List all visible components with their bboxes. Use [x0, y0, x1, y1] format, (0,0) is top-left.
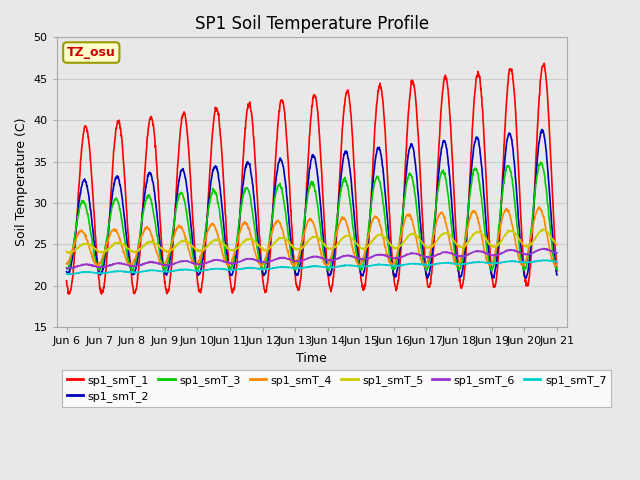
- sp1_smT_1: [101, 278, 109, 284]
- sp1_smT_5: [540, 226, 547, 232]
- Line: sp1_smT_6: sp1_smT_6: [67, 249, 557, 269]
- sp1_smT_7: [542, 257, 550, 263]
- sp1_smT_1: [553, 268, 561, 274]
- sp1_smT_7: [342, 263, 350, 268]
- sp1_smT_2: [271, 189, 278, 195]
- Text: TZ_osu: TZ_osu: [67, 46, 116, 59]
- sp1_smT_2: [120, 215, 128, 221]
- sp1_smT_1: [63, 278, 70, 284]
- Line: sp1_smT_4: sp1_smT_4: [67, 207, 557, 266]
- sp1_smT_3: [63, 265, 70, 271]
- sp1_smT_7: [65, 272, 72, 277]
- sp1_smT_4: [553, 261, 561, 266]
- sp1_smT_7: [101, 270, 109, 276]
- sp1_smT_6: [271, 257, 279, 263]
- sp1_smT_3: [342, 180, 349, 185]
- sp1_smT_7: [281, 264, 289, 270]
- sp1_smT_6: [121, 261, 129, 267]
- sp1_smT_5: [342, 233, 350, 239]
- sp1_smT_1: [121, 177, 129, 183]
- sp1_smT_4: [120, 252, 128, 257]
- Line: sp1_smT_3: sp1_smT_3: [67, 163, 557, 271]
- sp1_smT_6: [553, 250, 561, 256]
- Y-axis label: Soil Temperature (C): Soil Temperature (C): [15, 118, 28, 247]
- sp1_smT_2: [342, 150, 349, 156]
- sp1_smT_7: [553, 259, 561, 264]
- sp1_smT_3: [281, 204, 289, 210]
- sp1_smT_2: [100, 258, 108, 264]
- sp1_smT_4: [290, 262, 298, 267]
- sp1_smT_7: [121, 269, 129, 275]
- sp1_smT_4: [281, 237, 289, 243]
- sp1_smT_6: [540, 246, 548, 252]
- Line: sp1_smT_2: sp1_smT_2: [67, 130, 557, 278]
- sp1_smT_1: [271, 168, 279, 174]
- sp1_smT_1: [281, 117, 289, 123]
- sp1_smT_6: [101, 264, 109, 270]
- sp1_smT_5: [271, 239, 279, 245]
- sp1_smT_6: [63, 265, 70, 271]
- sp1_smT_4: [271, 222, 278, 228]
- sp1_smT_7: [271, 265, 279, 271]
- sp1_smT_5: [281, 235, 289, 241]
- sp1_smT_4: [342, 217, 349, 223]
- sp1_smT_3: [488, 268, 495, 274]
- sp1_smT_3: [100, 252, 108, 257]
- sp1_smT_2: [281, 175, 289, 180]
- sp1_smT_3: [271, 196, 278, 202]
- sp1_smT_2: [424, 275, 431, 281]
- sp1_smT_1: [540, 60, 548, 66]
- sp1_smT_6: [66, 266, 74, 272]
- sp1_smT_5: [121, 243, 129, 249]
- sp1_smT_5: [290, 245, 298, 251]
- sp1_smT_2: [63, 269, 70, 275]
- sp1_smT_3: [537, 160, 545, 166]
- sp1_smT_1: [98, 291, 106, 297]
- sp1_smT_4: [63, 261, 70, 266]
- sp1_smT_5: [65, 251, 73, 256]
- sp1_smT_6: [290, 258, 298, 264]
- sp1_smT_5: [63, 248, 70, 254]
- sp1_smT_5: [101, 248, 109, 253]
- Title: SP1 Soil Temperature Profile: SP1 Soil Temperature Profile: [195, 15, 429, 33]
- sp1_smT_5: [553, 242, 561, 248]
- Line: sp1_smT_7: sp1_smT_7: [67, 260, 557, 275]
- sp1_smT_1: [290, 256, 298, 262]
- sp1_smT_7: [290, 265, 298, 271]
- sp1_smT_4: [420, 264, 428, 269]
- sp1_smT_6: [342, 253, 350, 259]
- sp1_smT_3: [120, 234, 128, 240]
- sp1_smT_3: [290, 263, 298, 268]
- sp1_smT_4: [100, 249, 108, 255]
- sp1_smT_2: [290, 262, 298, 268]
- sp1_smT_4: [536, 204, 543, 210]
- Line: sp1_smT_5: sp1_smT_5: [67, 229, 557, 253]
- X-axis label: Time: Time: [296, 352, 327, 365]
- Line: sp1_smT_1: sp1_smT_1: [67, 63, 557, 294]
- Legend: sp1_smT_1, sp1_smT_2, sp1_smT_3, sp1_smT_4, sp1_smT_5, sp1_smT_6, sp1_smT_7: sp1_smT_1, sp1_smT_2, sp1_smT_3, sp1_smT…: [62, 371, 611, 407]
- sp1_smT_7: [63, 271, 70, 276]
- sp1_smT_2: [538, 127, 546, 132]
- sp1_smT_2: [553, 272, 561, 278]
- sp1_smT_3: [553, 267, 561, 273]
- sp1_smT_1: [342, 92, 350, 97]
- sp1_smT_6: [281, 255, 289, 261]
